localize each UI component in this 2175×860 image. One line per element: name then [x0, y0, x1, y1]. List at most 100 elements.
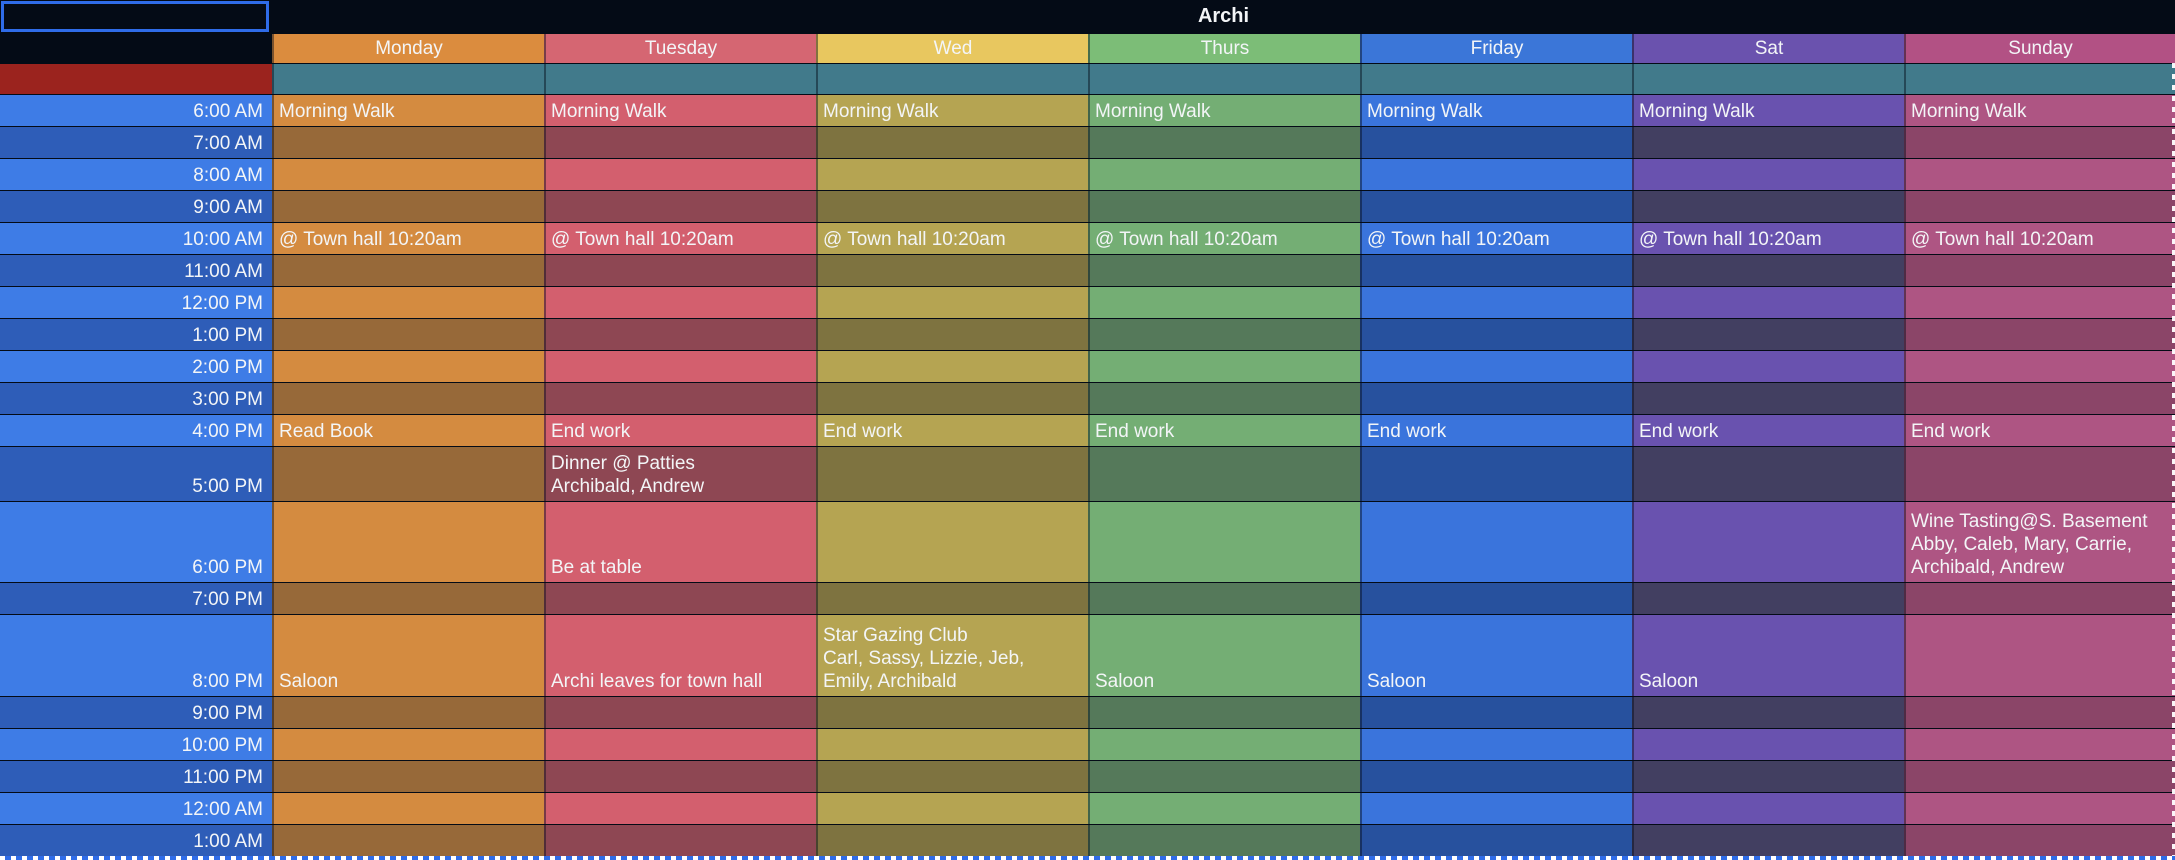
spacer-cell[interactable] [1360, 64, 1632, 94]
event-cell-monday[interactable]: Morning Walk [272, 95, 544, 126]
event-cell-sat[interactable]: End work [1632, 415, 1904, 446]
event-cell-sat[interactable] [1632, 502, 1904, 582]
event-cell-thurs[interactable]: Saloon [1088, 615, 1360, 696]
time-cell[interactable]: 8:00 PM [0, 615, 272, 696]
event-cell-monday[interactable] [272, 127, 544, 158]
event-cell-sunday[interactable] [1904, 761, 2175, 792]
event-cell-thurs[interactable] [1088, 502, 1360, 582]
event-cell-sunday[interactable]: Morning Walk [1904, 95, 2175, 126]
event-cell-friday[interactable] [1360, 319, 1632, 350]
event-cell-friday[interactable] [1360, 191, 1632, 222]
event-cell-friday[interactable] [1360, 583, 1632, 614]
event-cell-thurs[interactable]: End work [1088, 415, 1360, 446]
event-cell-monday[interactable] [272, 502, 544, 582]
spacer-cell[interactable] [816, 64, 1088, 94]
event-cell-sat[interactable] [1632, 825, 1904, 856]
day-header-sunday[interactable]: Sunday [1904, 34, 2175, 63]
event-cell-sat[interactable] [1632, 729, 1904, 760]
event-cell-wed[interactable] [816, 287, 1088, 318]
event-cell-wed[interactable] [816, 729, 1088, 760]
day-header-friday[interactable]: Friday [1360, 34, 1632, 63]
event-cell-thurs[interactable] [1088, 761, 1360, 792]
event-cell-monday[interactable] [272, 761, 544, 792]
day-header-monday[interactable]: Monday [272, 34, 544, 63]
event-cell-friday[interactable] [1360, 697, 1632, 728]
event-cell-sat[interactable] [1632, 351, 1904, 382]
event-cell-sat[interactable] [1632, 383, 1904, 414]
event-cell-wed[interactable] [816, 825, 1088, 856]
time-cell[interactable]: 5:00 PM [0, 447, 272, 501]
event-cell-sunday[interactable]: End work [1904, 415, 2175, 446]
event-cell-sat[interactable] [1632, 255, 1904, 286]
event-cell-sunday[interactable] [1904, 447, 2175, 501]
event-cell-thurs[interactable] [1088, 583, 1360, 614]
event-cell-thurs[interactable]: Morning Walk [1088, 95, 1360, 126]
event-cell-friday[interactable] [1360, 287, 1632, 318]
event-cell-tuesday[interactable]: @ Town hall 10:20am [544, 223, 816, 254]
event-cell-wed[interactable]: @ Town hall 10:20am [816, 223, 1088, 254]
event-cell-sat[interactable] [1632, 127, 1904, 158]
event-cell-monday[interactable] [272, 447, 544, 501]
event-cell-monday[interactable]: Saloon [272, 615, 544, 696]
event-cell-tuesday[interactable]: Dinner @ Patties Archibald, Andrew [544, 447, 816, 501]
day-header-tuesday[interactable]: Tuesday [544, 34, 816, 63]
event-cell-thurs[interactable] [1088, 319, 1360, 350]
event-cell-sunday[interactable] [1904, 793, 2175, 824]
event-cell-tuesday[interactable]: Archi leaves for town hall [544, 615, 816, 696]
event-cell-tuesday[interactable] [544, 319, 816, 350]
event-cell-tuesday[interactable] [544, 583, 816, 614]
event-cell-sunday[interactable] [1904, 191, 2175, 222]
event-cell-thurs[interactable] [1088, 447, 1360, 501]
time-cell[interactable]: 12:00 PM [0, 287, 272, 318]
event-cell-sunday[interactable] [1904, 825, 2175, 856]
event-cell-thurs[interactable] [1088, 287, 1360, 318]
event-cell-monday[interactable]: @ Town hall 10:20am [272, 223, 544, 254]
event-cell-sunday[interactable]: @ Town hall 10:20am [1904, 223, 2175, 254]
event-cell-sat[interactable]: Morning Walk [1632, 95, 1904, 126]
event-cell-tuesday[interactable] [544, 697, 816, 728]
event-cell-sat[interactable] [1632, 583, 1904, 614]
event-cell-wed[interactable] [816, 761, 1088, 792]
event-cell-monday[interactable] [272, 191, 544, 222]
event-cell-sunday[interactable] [1904, 159, 2175, 190]
event-cell-friday[interactable] [1360, 447, 1632, 501]
sheet-title[interactable]: Archi [272, 0, 2175, 33]
event-cell-friday[interactable]: @ Town hall 10:20am [1360, 223, 1632, 254]
event-cell-wed[interactable] [816, 351, 1088, 382]
event-cell-tuesday[interactable] [544, 761, 816, 792]
event-cell-thurs[interactable]: @ Town hall 10:20am [1088, 223, 1360, 254]
event-cell-sat[interactable] [1632, 447, 1904, 501]
event-cell-wed[interactable] [816, 127, 1088, 158]
event-cell-monday[interactable] [272, 793, 544, 824]
event-cell-tuesday[interactable]: End work [544, 415, 816, 446]
event-cell-wed[interactable] [816, 447, 1088, 501]
event-cell-sunday[interactable] [1904, 583, 2175, 614]
event-cell-sunday[interactable] [1904, 351, 2175, 382]
event-cell-sunday[interactable]: Wine Tasting@S. Basement Abby, Caleb, Ma… [1904, 502, 2175, 582]
event-cell-wed[interactable]: Morning Walk [816, 95, 1088, 126]
event-cell-monday[interactable] [272, 383, 544, 414]
selected-cell-a1[interactable] [0, 0, 272, 33]
event-cell-tuesday[interactable] [544, 351, 816, 382]
event-cell-sunday[interactable] [1904, 615, 2175, 696]
event-cell-thurs[interactable] [1088, 255, 1360, 286]
event-cell-sunday[interactable] [1904, 319, 2175, 350]
day-header-thurs[interactable]: Thurs [1088, 34, 1360, 63]
event-cell-sat[interactable] [1632, 287, 1904, 318]
event-cell-thurs[interactable] [1088, 191, 1360, 222]
event-cell-tuesday[interactable]: Be at table [544, 502, 816, 582]
event-cell-tuesday[interactable] [544, 793, 816, 824]
event-cell-friday[interactable] [1360, 502, 1632, 582]
event-cell-friday[interactable]: Saloon [1360, 615, 1632, 696]
event-cell-monday[interactable]: Read Book [272, 415, 544, 446]
event-cell-sunday[interactable] [1904, 697, 2175, 728]
event-cell-tuesday[interactable] [544, 159, 816, 190]
event-cell-thurs[interactable] [1088, 825, 1360, 856]
event-cell-wed[interactable] [816, 255, 1088, 286]
event-cell-monday[interactable] [272, 729, 544, 760]
event-cell-sat[interactable] [1632, 319, 1904, 350]
event-cell-monday[interactable] [272, 825, 544, 856]
spacer-cell[interactable] [1904, 64, 2175, 94]
event-cell-friday[interactable] [1360, 761, 1632, 792]
time-cell[interactable]: 11:00 PM [0, 761, 272, 792]
